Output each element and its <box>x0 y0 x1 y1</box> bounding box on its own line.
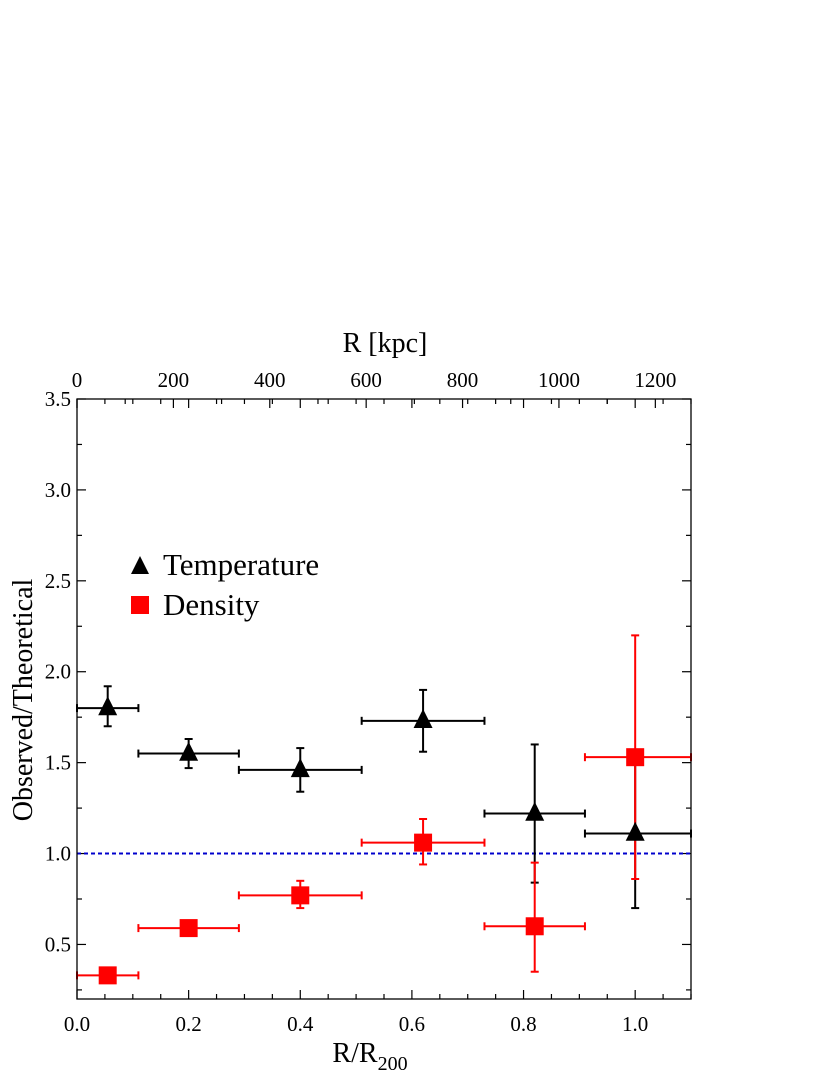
top-axis-title: R [kpc] <box>343 328 428 359</box>
legend-temperature-marker <box>131 556 149 574</box>
x2-tick-label: 400 <box>254 368 286 392</box>
y-tick-label: 1.0 <box>45 842 71 866</box>
plot-frame <box>76 398 692 1000</box>
x-tick-label: 0.0 <box>64 1012 90 1036</box>
temperature-point <box>413 709 433 729</box>
legend-density-marker <box>131 596 149 614</box>
legend-temperature-label: Temperature <box>163 547 319 582</box>
x2-tick-label: 1200 <box>634 368 676 392</box>
x-axis-title: R/R200 <box>332 1038 407 1075</box>
temperature-point <box>290 758 310 778</box>
temperature-point <box>625 821 645 841</box>
y-tick-label: 1.5 <box>45 751 71 775</box>
x-tick-label: 0.4 <box>287 1012 314 1036</box>
tick-labels: 0.0 0.2 0.4 0.6 0.8 1.0 0 200 400 600 800 1000 1200 0… <box>45 368 677 1036</box>
density-point <box>98 966 117 985</box>
density-point <box>291 886 310 905</box>
legend: Temperature Density <box>131 547 319 622</box>
density-point <box>626 748 645 767</box>
x2-tick-label: 800 <box>447 368 479 392</box>
y-tick-label: 0.5 <box>45 932 71 956</box>
x2-tick-label: 0 <box>72 368 83 392</box>
x2-tick-label: 1000 <box>538 368 580 392</box>
x-tick-label: 0.2 <box>176 1012 202 1036</box>
y-tick-label: 3.5 <box>45 387 71 411</box>
y-tick-label: 2.5 <box>45 569 71 593</box>
temperature-point <box>98 696 118 716</box>
y-tick-label: 2.0 <box>45 660 71 684</box>
error-bars <box>76 634 692 980</box>
y-axis-title: Observed/Theoretical <box>8 579 39 822</box>
temperature-point <box>525 801 545 821</box>
x-tick-label: 1.0 <box>622 1012 648 1036</box>
density-point <box>179 919 198 938</box>
x-tick-label: 0.8 <box>510 1012 536 1036</box>
data-markers <box>98 696 645 985</box>
y-tick-label: 3.0 <box>45 478 71 502</box>
temperature-point <box>179 741 199 761</box>
x2-tick-label: 200 <box>158 368 190 392</box>
density-point <box>525 917 544 936</box>
x2-tick-label: 600 <box>350 368 382 392</box>
x-tick-label: 0.6 <box>399 1012 425 1036</box>
legend-density-label: Density <box>163 587 260 622</box>
axis-ticks <box>76 398 692 999</box>
x-axis-title-main: R/R <box>332 1038 377 1069</box>
density-point <box>414 833 433 852</box>
x-axis-title-subscript: 200 <box>378 1053 408 1075</box>
